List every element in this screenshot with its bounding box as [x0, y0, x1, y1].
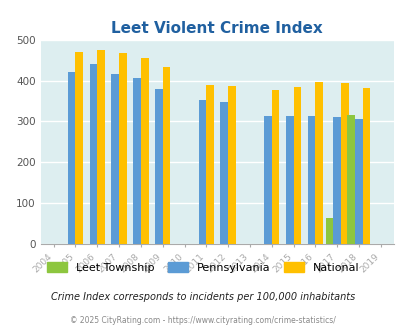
Bar	[90, 64, 97, 244]
Bar	[228, 86, 235, 244]
Bar	[97, 50, 104, 244]
Bar	[75, 52, 83, 244]
Bar	[347, 115, 354, 244]
Bar	[362, 88, 369, 244]
Bar	[220, 102, 228, 244]
Bar	[155, 89, 162, 244]
Bar	[111, 74, 119, 244]
Legend: Leet Township, Pennsylvania, National: Leet Township, Pennsylvania, National	[43, 258, 362, 278]
Bar	[206, 85, 213, 244]
Bar	[263, 116, 271, 244]
Title: Leet Violent Crime Index: Leet Violent Crime Index	[111, 21, 322, 36]
Bar	[340, 83, 348, 244]
Bar	[162, 67, 170, 244]
Bar	[333, 117, 340, 244]
Bar	[354, 119, 362, 244]
Bar	[285, 116, 293, 244]
Bar	[293, 87, 301, 244]
Bar	[325, 217, 333, 244]
Text: Crime Index corresponds to incidents per 100,000 inhabitants: Crime Index corresponds to incidents per…	[51, 292, 354, 302]
Bar	[198, 100, 206, 244]
Bar	[271, 90, 279, 244]
Text: © 2025 CityRating.com - https://www.cityrating.com/crime-statistics/: © 2025 CityRating.com - https://www.city…	[70, 315, 335, 325]
Bar	[315, 82, 322, 244]
Bar	[133, 78, 141, 244]
Bar	[307, 116, 315, 244]
Bar	[119, 53, 126, 244]
Bar	[68, 72, 75, 244]
Bar	[141, 58, 148, 244]
